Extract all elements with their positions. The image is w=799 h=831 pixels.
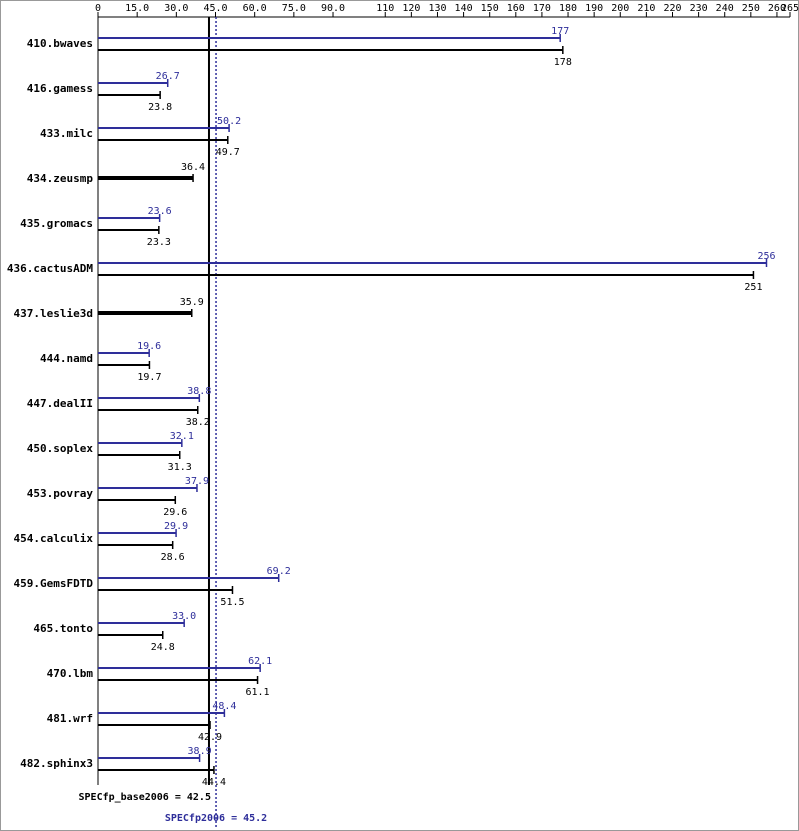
reference-label: SPECfp2006 = 45.2 [165, 813, 267, 824]
x-tick-label: 200 [611, 3, 629, 14]
category-label: 436.cactusADM [7, 262, 93, 275]
x-tick-label: 75.0 [282, 3, 306, 14]
x-tick-label: 120 [402, 3, 420, 14]
x-tick-label: 240 [716, 3, 734, 14]
x-tick-label: 150 [481, 3, 499, 14]
value-label: 19.6 [137, 341, 161, 352]
value-label: 37.9 [185, 476, 209, 487]
value-label: 28.6 [161, 552, 185, 563]
category-label: 447.dealII [27, 397, 93, 410]
value-label: 51.5 [220, 597, 244, 608]
category-label: 416.gamess [27, 82, 93, 95]
value-label: 44.4 [202, 777, 226, 788]
category-label: 434.zeusmp [27, 172, 94, 185]
x-tick-label: 90.0 [321, 3, 345, 14]
x-tick-label: 265 [781, 3, 799, 14]
value-label: 23.3 [147, 237, 171, 248]
value-label: 256 [757, 251, 775, 262]
value-label: 32.1 [170, 431, 194, 442]
value-label: 19.7 [137, 372, 161, 383]
category-label: 444.namd [40, 352, 93, 365]
value-label: 38.9 [188, 746, 212, 757]
value-label: 23.6 [148, 206, 172, 217]
value-label: 251 [744, 282, 762, 293]
x-tick-label: 220 [663, 3, 681, 14]
x-tick-label: 110 [376, 3, 394, 14]
x-tick-label: 210 [637, 3, 655, 14]
category-label: 459.GemsFDTD [14, 577, 94, 590]
category-label: 454.calculix [14, 532, 94, 545]
category-label: 481.wrf [47, 712, 93, 725]
x-tick-label: 15.0 [125, 3, 149, 14]
x-tick-label: 260 [768, 3, 786, 14]
value-label: 42.9 [198, 732, 222, 743]
value-label: 48.4 [212, 701, 236, 712]
value-label: 69.2 [267, 566, 291, 577]
x-tick-label: 190 [585, 3, 603, 14]
value-label: 24.8 [151, 642, 175, 653]
value-label: 50.2 [217, 116, 241, 127]
value-label: 61.1 [246, 687, 270, 698]
x-tick-label: 30.0 [164, 3, 188, 14]
category-label: 465.tonto [33, 622, 93, 635]
value-label: 23.8 [148, 102, 172, 113]
value-label: 26.7 [156, 71, 180, 82]
value-label: 29.9 [164, 521, 188, 532]
value-label: 177 [551, 26, 569, 37]
x-tick-label: 140 [455, 3, 473, 14]
x-tick-label: 45.0 [203, 3, 227, 14]
value-label: 29.6 [163, 507, 187, 518]
x-tick-label: 180 [559, 3, 577, 14]
value-label: 33.0 [172, 611, 196, 622]
x-tick-label: 250 [742, 3, 760, 14]
category-label: 435.gromacs [20, 217, 93, 230]
value-label: 49.7 [216, 147, 240, 158]
category-label: 437.leslie3d [14, 307, 93, 320]
value-label: 62.1 [248, 656, 272, 667]
reference-label: SPECfp_base2006 = 42.5 [79, 792, 211, 803]
category-label: 433.milc [40, 127, 93, 140]
category-label: 410.bwaves [27, 37, 93, 50]
x-tick-label: 0 [95, 3, 101, 14]
category-label: 450.soplex [27, 442, 94, 455]
value-label: 38.2 [186, 417, 210, 428]
category-label: 453.povray [27, 487, 94, 500]
x-tick-label: 60.0 [243, 3, 267, 14]
x-tick-label: 160 [507, 3, 525, 14]
value-label: 35.9 [180, 297, 204, 308]
x-tick-label: 130 [428, 3, 446, 14]
category-label: 470.lbm [47, 667, 94, 680]
value-label: 178 [554, 57, 572, 68]
value-label: 36.4 [181, 162, 205, 173]
value-label: 31.3 [168, 462, 192, 473]
x-tick-label: 230 [690, 3, 708, 14]
value-label: 38.8 [187, 386, 211, 397]
category-label: 482.sphinx3 [20, 757, 93, 770]
x-tick-label: 170 [533, 3, 551, 14]
